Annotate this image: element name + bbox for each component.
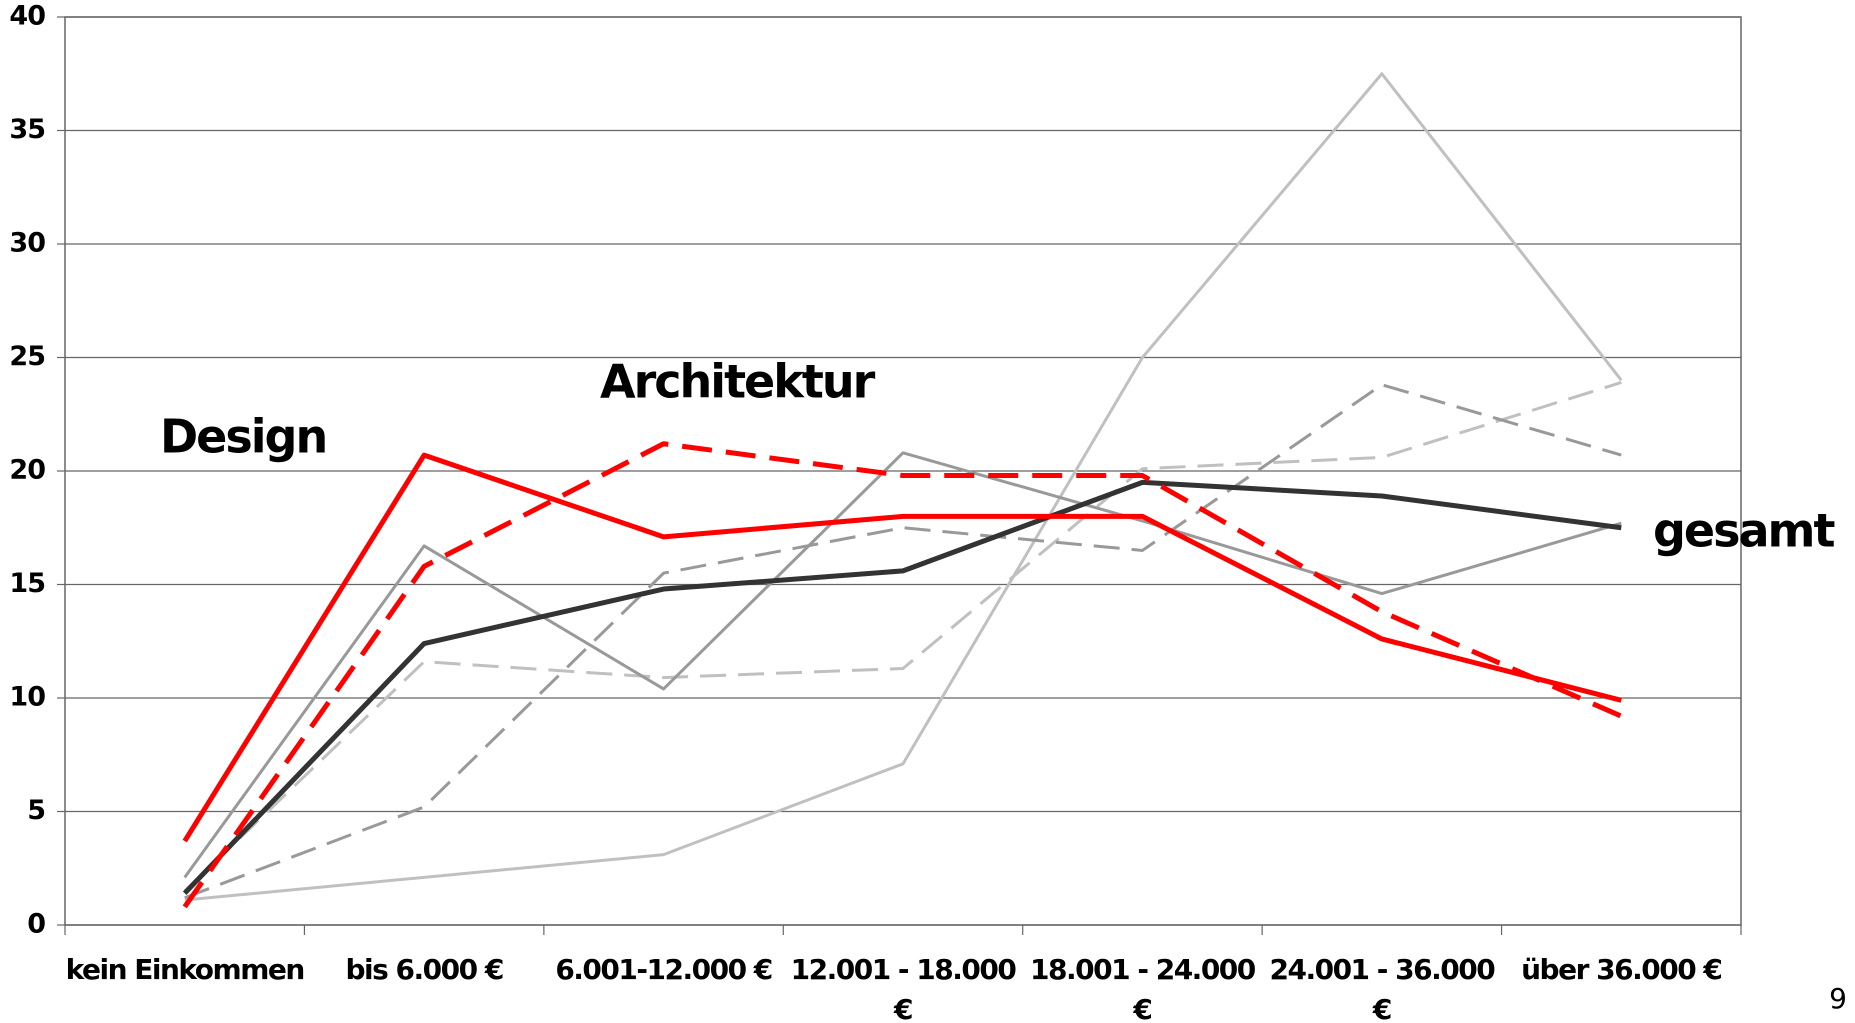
y-tick-label: 25 (9, 341, 45, 372)
series-label: gesamt (1653, 504, 1834, 558)
line-series (183, 451, 1622, 879)
x-tick-label: bis 6.000 € (345, 953, 504, 986)
page-number: 9 (1829, 982, 1847, 1015)
line-series (183, 381, 1622, 893)
y-tick-label: 40 (9, 1, 45, 32)
line-series (182, 452, 1622, 843)
x-tick-label: kein Einkommen (65, 953, 306, 986)
series-label: Design (160, 410, 326, 464)
y-tick-label: 5 (27, 795, 45, 826)
x-tick-label: 24.001 - 36.000 € (1269, 953, 1495, 1023)
x-tick-label: 6.001-12.000 € (555, 953, 773, 986)
x-tick-label: 12.001 - 18.000 € (790, 953, 1017, 1023)
plot-border (64, 16, 1742, 926)
y-tick-label: 30 (9, 228, 45, 259)
y-tick-label: 20 (9, 455, 45, 486)
line-series (182, 441, 1623, 909)
line-series (184, 72, 1623, 902)
x-tick-label: über 36.000 € (1521, 953, 1723, 986)
y-tick-label: 0 (27, 909, 45, 940)
line-series (182, 479, 1622, 895)
y-tick-label: 15 (9, 568, 45, 599)
y-tick-label: 10 (9, 682, 45, 713)
x-tick-label: 18.001 - 24.000 € (1030, 953, 1256, 1023)
y-tick-label: 35 (9, 114, 45, 145)
line-series (184, 383, 1622, 900)
series-label: Architektur (600, 355, 876, 409)
